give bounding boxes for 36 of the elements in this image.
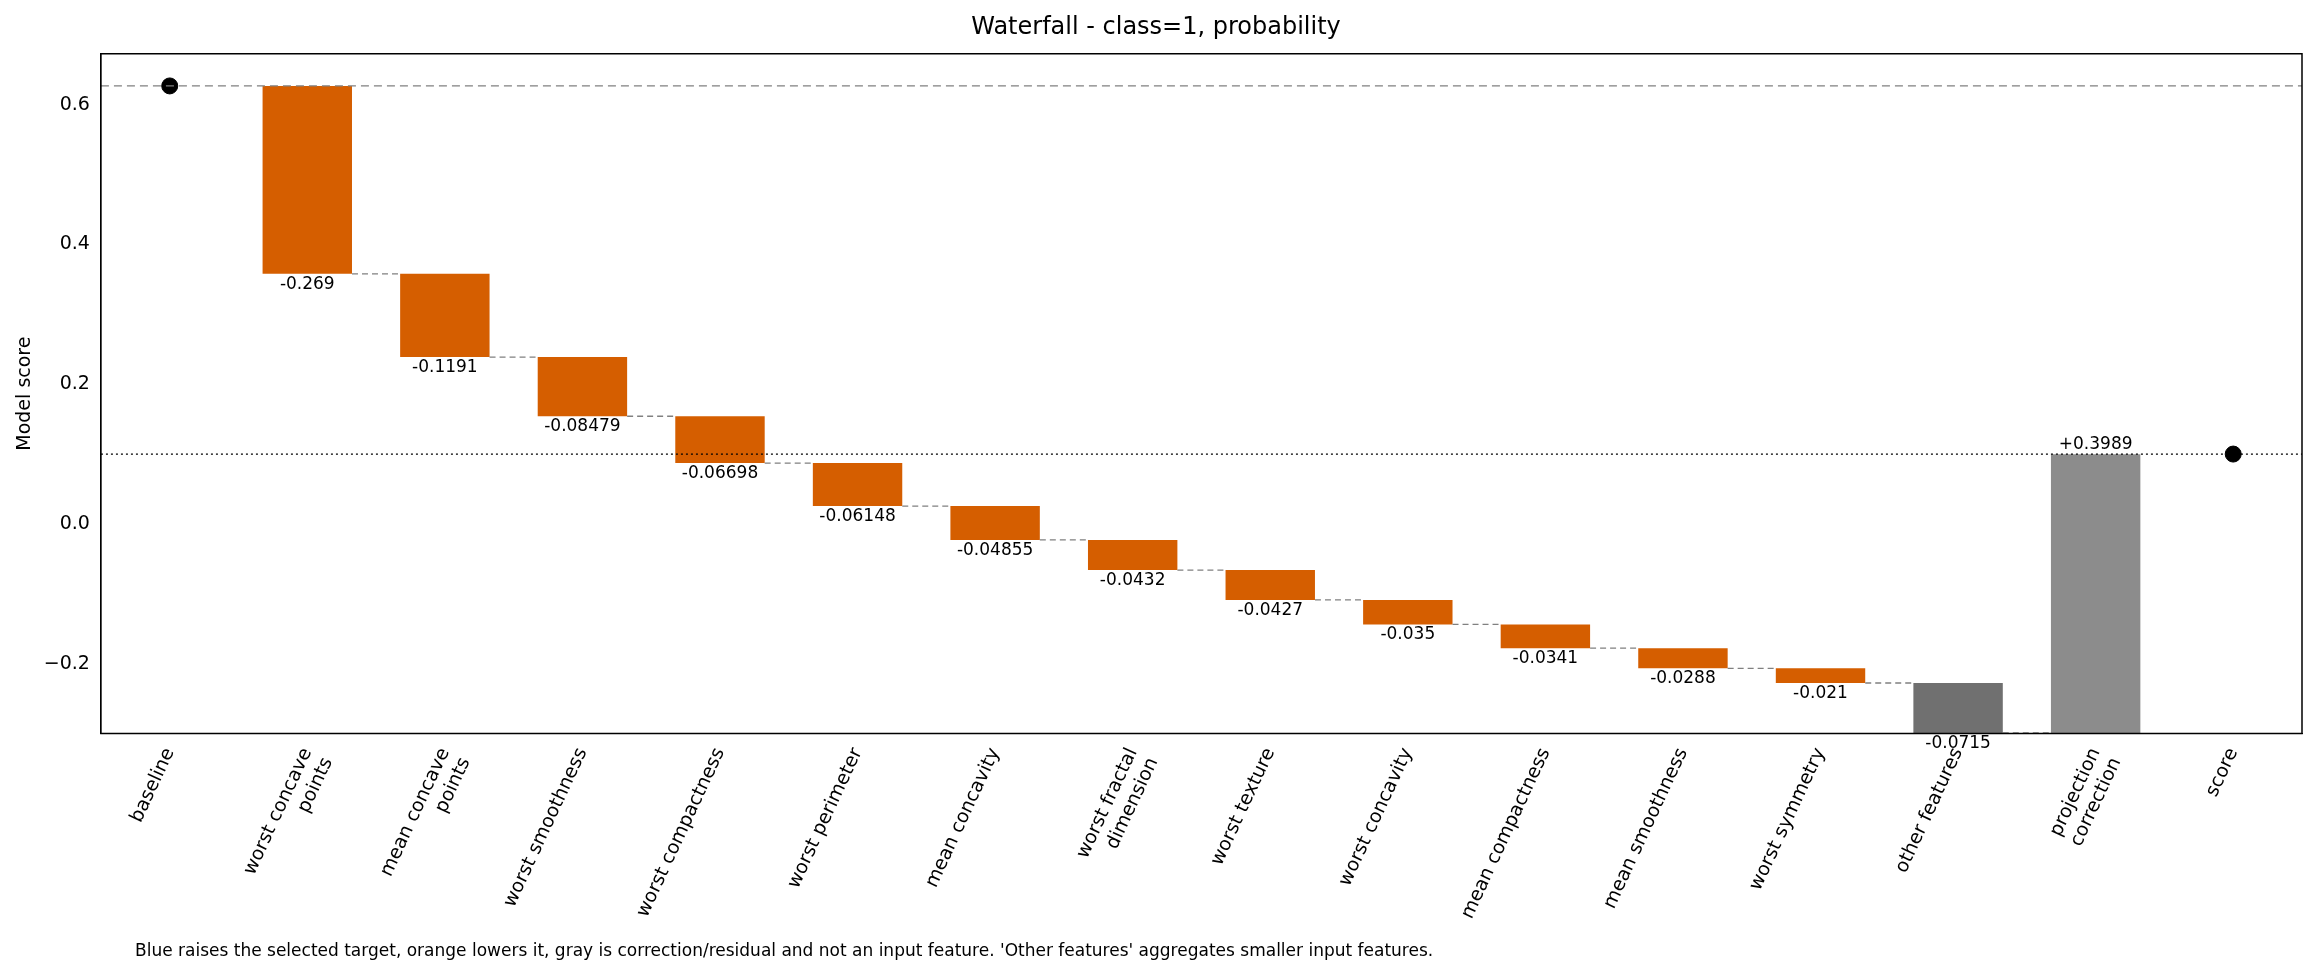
bar [1500, 624, 1591, 649]
x-tick-label: score [2199, 743, 2242, 800]
y-tick-label: 0.6 [59, 91, 90, 114]
bar [1775, 668, 1866, 683]
data-label: +0.3989 [2058, 433, 2133, 454]
y-axis-title: Model score [12, 336, 35, 451]
data-label: -0.0427 [1237, 598, 1304, 619]
y-tick-label: 0.2 [59, 371, 90, 394]
bar [812, 463, 903, 507]
data-label: -0.1191 [412, 355, 478, 376]
text: Blue raises the selected target, orange lowers it, gray is correction/residual and not an input feature. 'Other features' aggregates smaller input features. [135, 940, 1434, 960]
bar [1638, 648, 1728, 669]
bar [1363, 599, 1453, 625]
data-label: -0.0341 [1512, 647, 1579, 668]
data-label: -0.021 [1793, 681, 1848, 702]
y-tick-label: 0.0 [59, 510, 90, 533]
data-label: -0.08479 [544, 415, 621, 436]
bar [675, 416, 765, 464]
data-label: -0.06148 [819, 504, 896, 525]
bar [2050, 454, 2141, 733]
chart-title: Waterfall - class=1, probability [971, 11, 1341, 40]
data-label: -0.06698 [681, 461, 759, 482]
bar [262, 85, 352, 274]
bar [950, 505, 1040, 540]
data-label: -0.0288 [1650, 667, 1716, 688]
bar [400, 273, 490, 358]
y-tick-label: −0.2 [43, 650, 90, 673]
bar [1225, 570, 1315, 600]
data-label: -0.269 [279, 272, 335, 293]
data-label: -0.0432 [1099, 569, 1166, 590]
bar [1913, 682, 2003, 733]
bar [1087, 539, 1178, 571]
data-label: -0.035 [1380, 623, 1436, 644]
data-label: -0.04855 [956, 538, 1034, 559]
bar [537, 357, 628, 417]
y-tick-label: 0.4 [59, 231, 90, 254]
